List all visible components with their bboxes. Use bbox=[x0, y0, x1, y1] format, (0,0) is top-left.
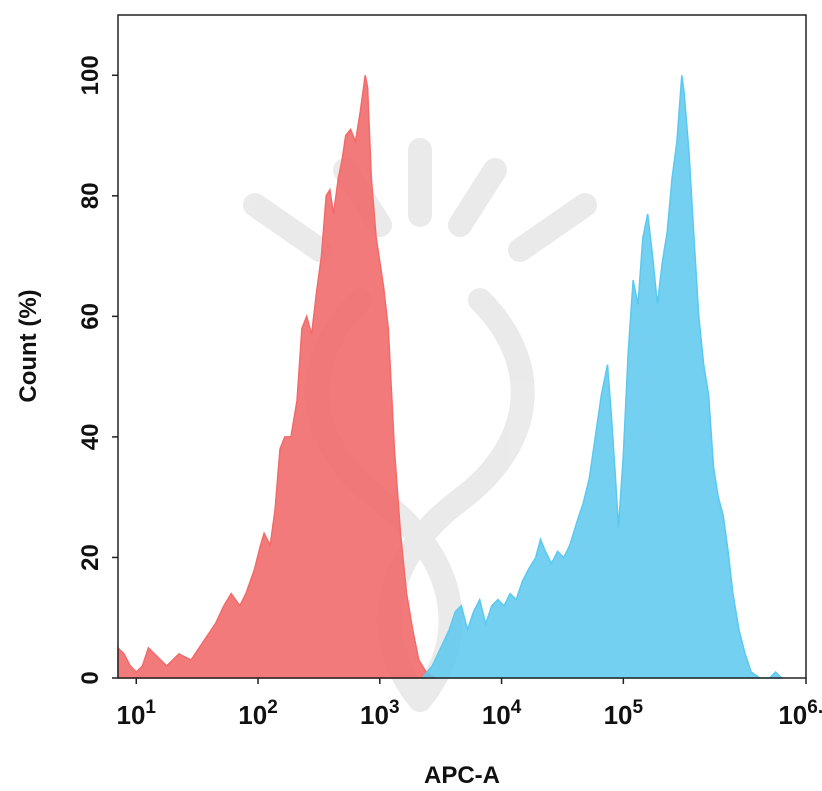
x-tick-label: 104 bbox=[482, 697, 522, 730]
series-area-2 bbox=[422, 75, 781, 678]
series-area-1 bbox=[118, 75, 435, 678]
y-tick-label: 60 bbox=[77, 303, 104, 330]
y-tick-label: 100 bbox=[77, 55, 104, 95]
x-tick-label: 101 bbox=[117, 697, 157, 730]
y-tick-label: 20 bbox=[77, 544, 104, 571]
x-tick-label: 105 bbox=[604, 697, 644, 730]
x-axis-title: APC-A bbox=[424, 762, 500, 789]
x-tick-label: 102 bbox=[238, 697, 278, 730]
x-tick-label: 103 bbox=[360, 697, 400, 730]
x-tick-label: 106.5 bbox=[778, 697, 822, 730]
y-tick-label: 80 bbox=[77, 182, 104, 209]
y-tick-label: 0 bbox=[77, 671, 104, 684]
y-axis-title: Count (%) bbox=[15, 289, 42, 402]
y-tick-label: 40 bbox=[77, 424, 104, 451]
